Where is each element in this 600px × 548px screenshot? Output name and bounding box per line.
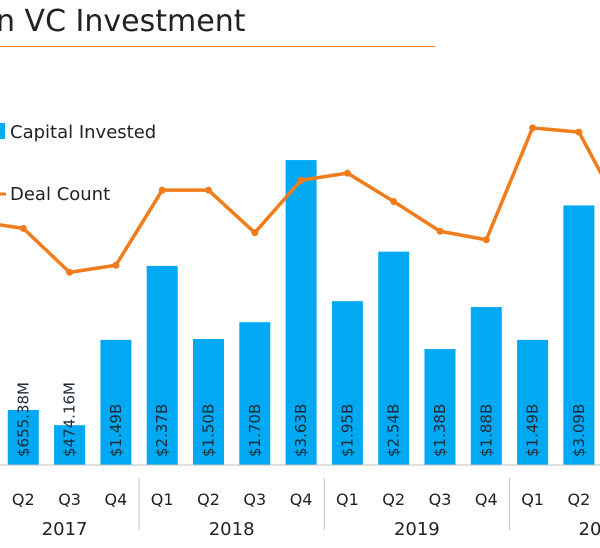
capital-bar-label: $1.88B xyxy=(477,404,495,457)
capital-bar-label: $3.09B xyxy=(570,404,588,457)
deal-count-point xyxy=(436,227,444,235)
x-tick-label: Q3 xyxy=(429,490,452,509)
legend-swatch-capital xyxy=(0,123,5,139)
deal-count-point xyxy=(251,229,259,237)
x-tick-label: Q2 xyxy=(568,490,591,509)
deal-count-point xyxy=(482,236,490,244)
capital-bar xyxy=(470,307,502,465)
deal-count-point xyxy=(112,261,120,269)
capital-bar xyxy=(285,160,317,465)
capital-bar-label: $474.16M xyxy=(61,382,79,457)
x-year-label: 2019 xyxy=(394,519,440,540)
capital-bar-label: $655.38M xyxy=(14,382,32,457)
capital-bar xyxy=(7,409,39,465)
capital-bar xyxy=(54,425,86,465)
x-tick-label: Q2 xyxy=(197,490,220,509)
x-tick-label: Q1 xyxy=(521,490,544,509)
chart-title: n VC Investment xyxy=(0,4,246,39)
x-tick-label: Q4 xyxy=(290,490,313,509)
capital-bar xyxy=(193,339,224,465)
x-tick-label: Q3 xyxy=(58,490,81,509)
x-year-label: 2018 xyxy=(209,519,255,540)
deal-count-point xyxy=(575,128,583,136)
title-underline xyxy=(0,46,435,47)
deal-count-point xyxy=(297,176,305,184)
capital-bar xyxy=(239,322,271,465)
capital-bar-label: $1.50B xyxy=(200,404,218,457)
x-tick-label: Q4 xyxy=(475,490,498,509)
capital-bar xyxy=(378,251,410,465)
capital-bar-label: $1.95B xyxy=(338,404,356,457)
deal-count-point xyxy=(158,186,166,194)
deal-count-point xyxy=(390,198,398,205)
x-tick-label: Q1 xyxy=(336,490,359,509)
capital-bar-label: $1.70B xyxy=(246,404,264,457)
capital-bar xyxy=(331,301,363,465)
capital-bar-label: $1.49B xyxy=(107,404,125,457)
legend-label-capital: Capital Invested xyxy=(10,122,156,143)
x-tick-label: Q2 xyxy=(382,490,405,509)
capital-bar xyxy=(563,205,595,465)
deal-count-point xyxy=(205,186,212,194)
x-tick-label: Q3 xyxy=(243,490,266,509)
legend-label-deal-count: Deal Count xyxy=(10,184,110,205)
capital-bar-label: $2.54B xyxy=(385,404,403,457)
x-year-label: 2017 xyxy=(42,519,88,540)
capital-bar xyxy=(146,265,178,465)
x-year-label: 20 xyxy=(579,519,600,540)
capital-bar-label: $1.49B xyxy=(524,404,542,457)
deal-count-point xyxy=(19,224,27,232)
deal-count-point xyxy=(66,268,74,276)
deal-count-point xyxy=(529,124,537,132)
x-axis: Q2 Q3 Q4 Q1 Q2 Q3 Q4 Q1 Q2 Q3 Q4 Q1 Q2 2017 2018 2019 20 xyxy=(0,464,600,540)
line-series-deal-count xyxy=(0,124,600,276)
capital-bar xyxy=(424,349,456,465)
capital-bar xyxy=(100,339,132,465)
capital-bar-label: $1.38B xyxy=(431,404,449,457)
x-tick-label: Q4 xyxy=(105,490,128,509)
legend: Capital Invested Deal Count xyxy=(0,122,156,205)
capital-bar-label: $3.63B xyxy=(292,404,310,457)
capital-bar-label: $2.37B xyxy=(153,404,171,457)
capital-bar xyxy=(517,339,549,465)
bar-series-capital: $655.38M $474.16M $1.49B $2.37B $1.50B $1.70B… xyxy=(7,160,595,465)
deal-count-point xyxy=(343,169,351,177)
x-tick-label: Q2 xyxy=(12,490,35,509)
x-tick-label: Q1 xyxy=(151,490,174,509)
